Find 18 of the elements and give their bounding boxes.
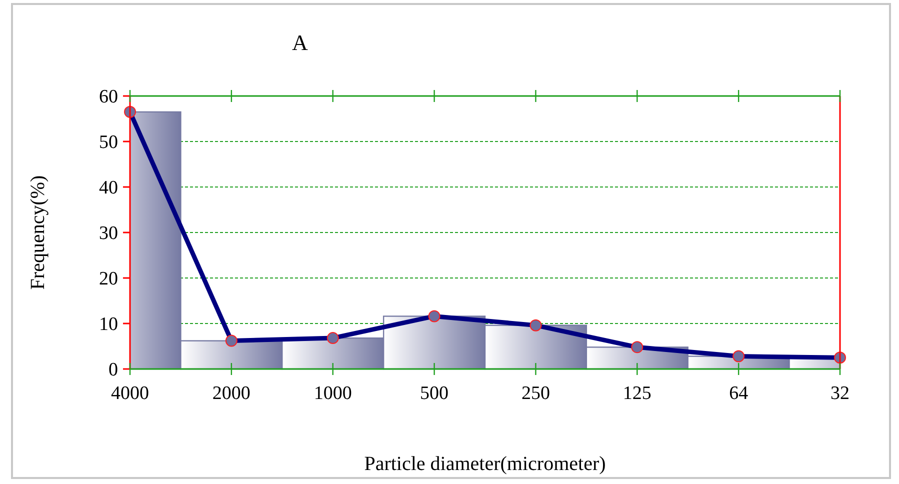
x-tick-label: 64 [729,383,749,404]
chart-title: A [292,30,308,55]
x-tick-label: 250 [521,383,550,404]
y-tick-label: 60 [99,86,118,108]
x-tick-label: 500 [420,383,449,404]
x-tick-label: 125 [622,383,652,404]
x-tick-label: 4000 [111,383,149,404]
y-tick-label: 10 [99,314,118,336]
y-axis-title: Frequency(%) [27,175,49,290]
y-tick-label: 20 [99,268,118,290]
x-axis-title: Particle diameter(micrometer) [364,453,606,475]
y-tick-label: 0 [108,360,118,381]
x-tick-label: 2000 [212,383,250,404]
y-tick-label: 40 [99,178,118,199]
y-tick-label: 50 [99,132,118,154]
x-tick-label: 32 [830,383,850,404]
x-tick-label: 1000 [314,383,352,404]
y-tick-label: 30 [99,223,118,244]
